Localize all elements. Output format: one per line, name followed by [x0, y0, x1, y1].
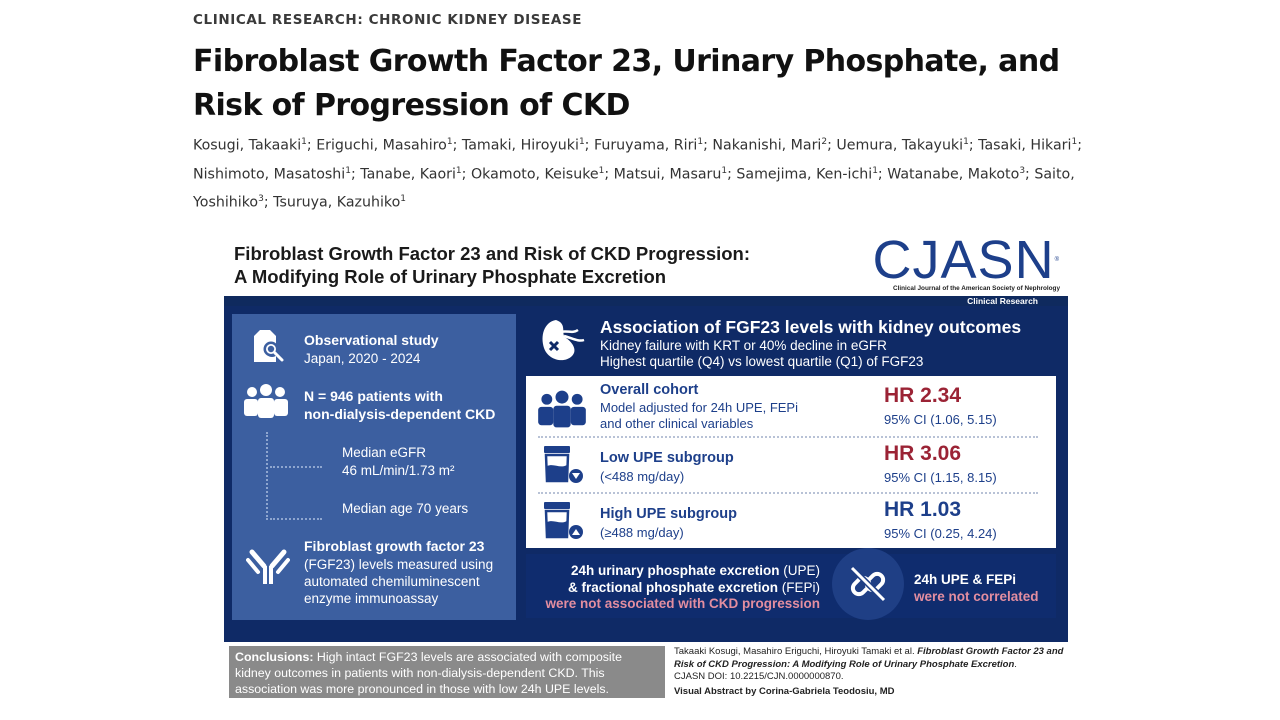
hazard-ratio-results: Overall cohort Model adjusted for 24h UP… [526, 376, 1056, 548]
conclusions-box: Conclusions: High intact FGF23 levels ar… [229, 646, 665, 698]
affiliation-marker: 3 [1019, 165, 1026, 176]
author-name[interactable]: Matsui, Masaru [613, 166, 722, 183]
confidence-interval: 95% CI (1.06, 5.15) [884, 412, 997, 427]
divider [538, 436, 1038, 438]
urine-cup-up-icon [544, 502, 583, 539]
connector-line [266, 432, 268, 520]
hazard-ratio: HR 1.03 [884, 498, 962, 521]
urine-cup-down-icon [544, 446, 583, 483]
antibody-icon [246, 549, 290, 584]
author-name[interactable]: Nishimoto, Masatoshi [193, 166, 346, 183]
confidence-interval: 95% CI (1.15, 8.15) [884, 470, 997, 485]
divider [538, 492, 1038, 494]
affiliation-marker: 1 [721, 165, 728, 176]
author-name[interactable]: Samejima, Ken-ichi [736, 166, 873, 183]
author-name[interactable]: Uemura, Takayuki [836, 137, 964, 154]
confidence-interval: 95% CI (0.25, 4.24) [884, 526, 997, 541]
author-name[interactable]: Nakanishi, Mari [712, 137, 822, 154]
author-name[interactable]: Eriguchi, Masahiro [316, 137, 447, 154]
urinary-phosphate-findings: 24h urinary phosphate excretion (UPE) & … [526, 548, 1056, 620]
visual-abstract-title: Fibroblast Growth Factor 23 and Risk of … [234, 243, 751, 287]
journal-logo: CJASN® Clinical Journal of the American … [872, 230, 1060, 292]
author-name[interactable]: Saito, Yoshihiko [193, 166, 1075, 212]
visual-abstract: Fibroblast Growth Factor 23 and Risk of … [224, 232, 1068, 642]
author-name[interactable]: Kosugi, Takaaki [193, 137, 302, 154]
article-category: CLINICAL RESEARCH: CHRONIC KIDNEY DISEAS… [193, 12, 583, 28]
affiliation-marker: 1 [345, 165, 351, 176]
affiliation-marker: 1 [455, 165, 462, 176]
author-name[interactable]: Furuyama, Riri [593, 137, 698, 154]
citation: Takaaki Kosugi, Masahiro Eriguchi, Hiroy… [674, 646, 1064, 697]
author-name[interactable]: Tamaki, Hiroyuki [461, 137, 579, 154]
affiliation-marker: 2 [821, 137, 828, 147]
section-band: Clinical Research [224, 296, 1068, 306]
affiliation-marker: 1 [301, 137, 307, 147]
author-list: Kosugi, Takaaki1; Eriguchi, Masahiro1; T… [193, 137, 1082, 212]
affiliation-marker: 3 [258, 194, 264, 205]
article-title: Fibroblast Growth Factor 23, Urinary Pho… [193, 44, 1060, 123]
broken-link-icon [832, 548, 904, 620]
author-name[interactable]: Okamoto, Keisuke [470, 166, 599, 183]
author-name[interactable]: Watanabe, Makoto [887, 166, 1020, 183]
abstract-panel: Observational study Japan, 2020 - 2024 N… [224, 306, 1068, 642]
affiliation-marker: 1 [578, 137, 585, 147]
affiliation-marker: 1 [400, 194, 407, 205]
hazard-ratio: HR 2.34 [884, 384, 962, 407]
result-row-high-upe: High UPE subgroup (≥488 mg/day) HR 1.03 … [526, 494, 1056, 550]
author-name[interactable]: Tsuruya, Kazuhiko [273, 195, 401, 212]
result-row-overall: Overall cohort Model adjusted for 24h UP… [526, 380, 1056, 436]
author-name[interactable]: Tasaki, Hikari [978, 137, 1072, 154]
patients-group-icon [244, 384, 288, 418]
author-name[interactable]: Tanabe, Kaori [360, 166, 456, 183]
affiliation-marker: 1 [697, 137, 704, 147]
hazard-ratio: HR 3.06 [884, 442, 962, 465]
connector-line [270, 518, 322, 520]
document-search-icon [254, 330, 284, 362]
affiliation-marker: 1 [598, 165, 605, 176]
kidney-failure-icon [542, 320, 585, 361]
affiliation-marker: 1 [872, 165, 878, 176]
affiliation-marker: 1 [446, 137, 453, 147]
study-summary: Observational study Japan, 2020 - 2024 N… [232, 314, 516, 620]
affiliation-marker: 1 [1071, 137, 1078, 147]
patients-group-icon [538, 390, 586, 428]
connector-line [270, 466, 322, 468]
affiliation-marker: 1 [963, 137, 969, 147]
result-row-low-upe: Low UPE subgroup (<488 mg/day) HR 3.06 9… [526, 438, 1056, 494]
